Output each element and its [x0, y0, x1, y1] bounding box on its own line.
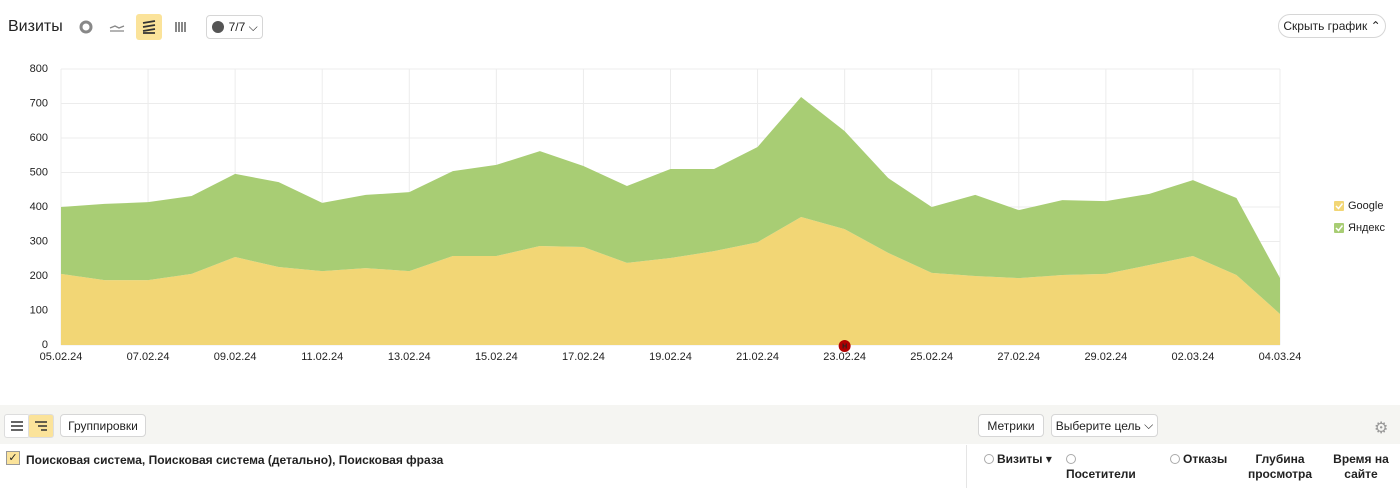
icon: [212, 21, 225, 33]
x-tick-label: 04.03.24: [1259, 351, 1302, 363]
icon: [175, 22, 186, 32]
area-chart-button[interactable]: [136, 14, 162, 40]
column-header[interactable]: Время на сайте: [1330, 452, 1392, 482]
x-tick-label: 27.02.24: [997, 351, 1040, 363]
column-label: Отказы: [1183, 452, 1228, 466]
toolbar: [0, 405, 1400, 444]
y-tick-label: 400: [30, 201, 48, 213]
x-tick-label: 15.02.24: [475, 351, 518, 363]
column-header[interactable]: Глубина просмотра: [1244, 452, 1316, 482]
legend-label: Яндекс: [1348, 222, 1385, 234]
icon: [142, 20, 156, 34]
metrics-button[interactable]: Метрики: [978, 414, 1044, 437]
x-tick-label: 13.02.24: [388, 351, 431, 363]
select-all-checkbox[interactable]: ✓: [6, 451, 20, 465]
column-label: Глубина просмотра: [1247, 452, 1313, 481]
area: [61, 217, 1280, 345]
icon: [79, 20, 93, 34]
groupings-button[interactable]: Группировки: [60, 414, 146, 437]
x-tick-label: 17.02.24: [562, 351, 605, 363]
y-tick-label: 0: [42, 339, 48, 351]
y-tick-label: 500: [30, 166, 48, 178]
column-header[interactable]: Отказы: [1170, 452, 1230, 467]
x-tick-label: 11.02.24: [301, 351, 343, 363]
x-tick-label: 02.03.24: [1172, 351, 1215, 363]
holiday-marker-label: Н: [842, 343, 847, 350]
y-tick-label: 100: [30, 304, 48, 316]
column-header[interactable]: Посетители: [1066, 452, 1146, 482]
tree-view-button[interactable]: [28, 414, 54, 438]
segments-button[interactable]: 7/7 ⌵: [206, 15, 263, 39]
goal-select-label: Выберите цель: [1055, 418, 1141, 433]
icon: [11, 421, 23, 431]
icon: [109, 25, 125, 32]
x-tick-label: 09.02.24: [214, 351, 257, 363]
y-tick-label: 300: [30, 235, 48, 247]
hide-chart-button[interactable]: Скрыть график ⌃: [1278, 14, 1386, 38]
legend-check: [1335, 225, 1344, 232]
page-title: Визиты: [8, 18, 63, 35]
dimensions-header: Поисковая система, Поисковая система (де…: [26, 453, 444, 467]
x-tick-label: 07.02.24: [127, 351, 170, 363]
column-label: Посетители: [1066, 467, 1136, 481]
pie-chart-button[interactable]: [73, 14, 99, 40]
hide-chart-label: Скрыть график: [1283, 19, 1368, 33]
holiday-marker: [838, 340, 851, 352]
chart: 0 100 200 300 400 500 600 700 800 05.02.24 07.02.2…: [30, 63, 1386, 363]
y-tick-label: 800: [30, 63, 48, 75]
column-label: Визиты: [997, 452, 1043, 466]
column-divider: [966, 445, 967, 488]
y-tick-label: 600: [30, 132, 48, 144]
column-header[interactable]: Визиты ▾: [984, 452, 1054, 467]
y-tick-label: 200: [30, 270, 48, 282]
icon: [35, 421, 47, 431]
area: [61, 96, 1280, 314]
line-chart-button[interactable]: [104, 14, 130, 40]
y-tick-label: 700: [30, 97, 48, 109]
settings-button[interactable]: ⚙: [1374, 420, 1389, 437]
segments-label: 7/7: [228, 20, 246, 34]
x-tick-label: 25.02.24: [910, 351, 953, 363]
legend-check: [1335, 203, 1344, 210]
x-tick-label: 23.02.24: [823, 351, 866, 363]
x-tick-label: 29.02.24: [1084, 351, 1127, 363]
list-view-button[interactable]: [4, 414, 30, 438]
x-tick-label: 05.02.24: [40, 351, 83, 363]
x-tick-label: 19.02.24: [649, 351, 692, 363]
column-label: Время на сайте: [1333, 452, 1389, 481]
legend-swatch: [1334, 201, 1344, 211]
legend-label: Google: [1348, 200, 1383, 212]
legend-swatch: [1334, 223, 1344, 233]
x-tick-label: 21.02.24: [736, 351, 779, 363]
bar-chart-button[interactable]: [168, 14, 194, 40]
goal-select[interactable]: Выберите цель ⌵: [1051, 414, 1158, 437]
